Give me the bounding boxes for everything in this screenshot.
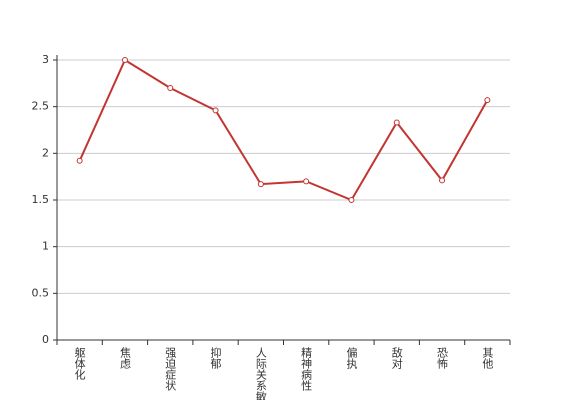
point <box>484 97 491 104</box>
y-tick-label: 0.5 <box>32 286 50 299</box>
x-tick-label: 偏执 <box>345 346 358 370</box>
x-tick-label: 其他 <box>481 347 494 369</box>
y-tick-label: 1 <box>42 240 49 253</box>
point <box>167 85 174 91</box>
y-tick-label: 2 <box>42 146 49 159</box>
point <box>76 157 83 164</box>
x-tick-label: 敌对 <box>390 346 403 369</box>
x-tick-label: 抑郁 <box>209 346 222 369</box>
point <box>439 177 446 184</box>
y-tick-label: 2.5 <box>32 100 50 113</box>
x-tick-label: 恐怖 <box>436 347 449 369</box>
point <box>212 107 219 114</box>
point <box>257 181 264 188</box>
x-tick-label: 焦虑 <box>118 347 131 369</box>
y-tick-label: 0 <box>42 333 49 346</box>
x-tick-label: 强迫症状 <box>164 347 177 391</box>
x-tick-label: 躯体化 <box>73 347 86 381</box>
x-tick-label: 精神病性 <box>300 347 313 392</box>
point <box>393 119 400 126</box>
point <box>121 57 128 63</box>
series-line <box>78 58 489 202</box>
point <box>348 197 355 203</box>
x-tick-label: 人际关系敏感 <box>254 347 267 400</box>
point <box>303 178 310 185</box>
y-tick-label: 1.5 <box>32 193 50 206</box>
y-tick-label: 3 <box>42 53 49 66</box>
